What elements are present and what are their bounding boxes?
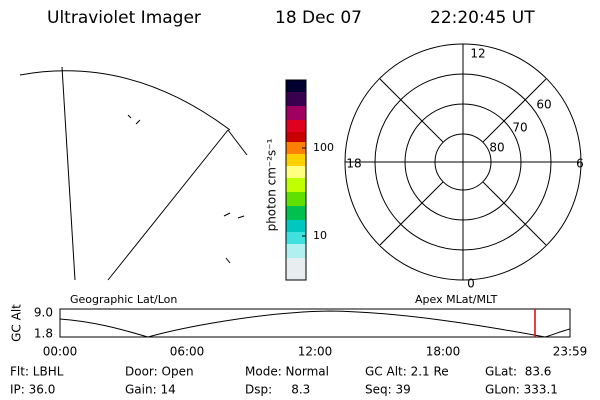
lat-label: 60 <box>536 98 551 112</box>
time-tick: 23:59 <box>553 345 588 359</box>
status-field: Flt: LBHL <box>10 365 64 379</box>
mlt-label: 18 <box>346 157 361 171</box>
meridian <box>61 66 76 281</box>
status-field: Dsp: 8.3 <box>245 383 310 397</box>
status-field: IP: 36.0 <box>10 383 55 397</box>
time-tick: 18:00 <box>426 345 461 359</box>
time: 22:20:45 UT <box>430 8 535 28</box>
time-tick: 12:00 <box>298 345 333 359</box>
mlt-label: 6 <box>576 157 584 171</box>
status-field: Mode: Normal <box>245 365 329 379</box>
status-field: GC Alt: 2.1 Re <box>365 365 449 379</box>
status-field: GLon: 333.1 <box>485 383 558 397</box>
altitude-ytick: 9.0 <box>34 306 53 320</box>
panel-label: Apex MLat/MLT <box>415 293 498 306</box>
panel-label: Geographic Lat/Lon <box>70 293 177 306</box>
coast <box>223 212 231 217</box>
meridian <box>227 129 248 156</box>
geographic-panel <box>19 66 248 281</box>
colorbar-tick: 10 <box>313 229 327 242</box>
time-tick: 06:00 <box>170 345 205 359</box>
date: 18 Dec 07 <box>275 8 362 28</box>
lat-label: 70 <box>512 121 527 135</box>
altitude-axis-title: GC Alt <box>10 304 24 342</box>
altitude-plot <box>59 308 571 338</box>
mlt-label: 12 <box>470 47 485 61</box>
coast <box>225 257 231 264</box>
status-field: GLat: 83.6 <box>485 365 551 379</box>
colorbar <box>285 79 307 281</box>
status-panel: Flt: LBHL Door: Open Mode: Normal GC Alt: 2… <box>10 365 558 397</box>
altitude-ytick: 1.8 <box>34 327 53 341</box>
status-field: Seq: 39 <box>365 383 411 397</box>
coast <box>135 119 141 125</box>
coast <box>127 114 132 119</box>
mlt-label: 0 <box>467 277 475 291</box>
status-field: Gain: 14 <box>125 383 176 397</box>
coast <box>237 215 245 219</box>
lat-label: 80 <box>489 141 504 155</box>
title: Ultraviolet Imager <box>47 8 201 28</box>
status-field: Door: Open <box>125 365 194 379</box>
colorbar-label: photon cm⁻²s⁻¹ <box>265 138 279 231</box>
colorbar-tick: 100 <box>313 141 334 154</box>
limb-arc <box>19 70 231 131</box>
time-tick: 00:00 <box>43 345 78 359</box>
meridian <box>107 129 229 281</box>
polar-grid <box>344 43 582 281</box>
